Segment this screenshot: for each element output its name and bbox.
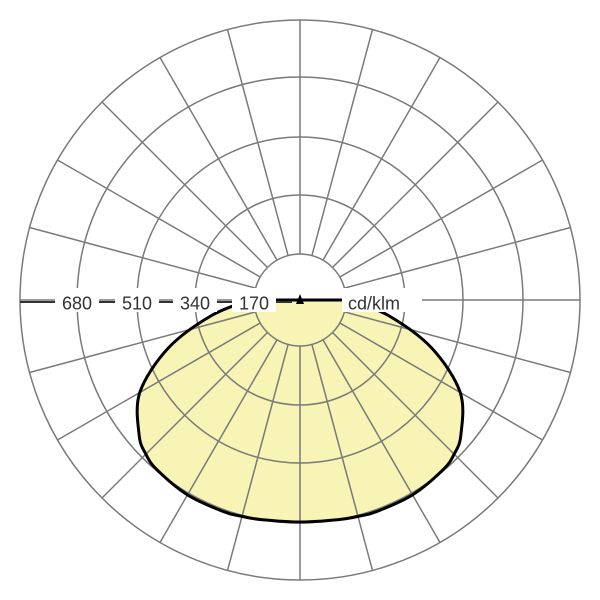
unit-label: cd/klm — [348, 293, 400, 313]
photometric-polar-chart: 170 340 510 680 cd/klm — [0, 0, 600, 600]
radius-label-340: 340 — [180, 293, 210, 313]
radius-label-510: 510 — [122, 293, 152, 313]
radius-label-680: 680 — [62, 293, 92, 313]
radius-label-170: 170 — [239, 293, 269, 313]
